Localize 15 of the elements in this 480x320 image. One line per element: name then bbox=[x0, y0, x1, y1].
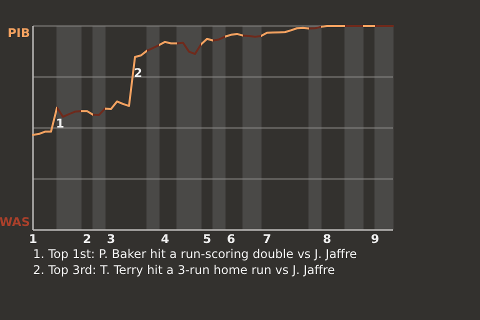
text: WAS bbox=[0, 215, 30, 229]
text: PIB bbox=[8, 26, 30, 40]
x-tick-label: 8 bbox=[322, 232, 332, 246]
annotation: 2 bbox=[134, 66, 142, 80]
x-tick-label: 4 bbox=[160, 232, 170, 246]
x-tick-label: 9 bbox=[370, 232, 380, 246]
annotation: 1 bbox=[56, 116, 64, 131]
x-tick-label: 5 bbox=[202, 232, 212, 246]
x-tick-label: 1 bbox=[28, 232, 38, 246]
x-tick-label: 2 bbox=[82, 232, 92, 246]
x-tick-label: 6 bbox=[226, 232, 236, 246]
x-tick-label: 7 bbox=[262, 232, 272, 246]
text: 1. Top 1st: P. Baker hit a run-scoring double vs J. Jaffre bbox=[33, 247, 357, 261]
text: 2. Top 3rd: T. Terry hit a 3-run home run vs J. Jaffre bbox=[33, 263, 335, 277]
x-tick-label: 3 bbox=[106, 232, 116, 246]
